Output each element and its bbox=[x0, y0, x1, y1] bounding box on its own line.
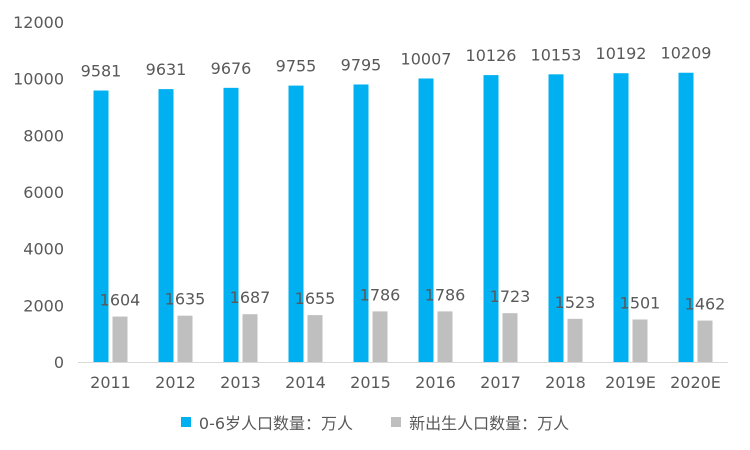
bar-series-2 bbox=[632, 319, 648, 362]
bar-series-1 bbox=[93, 90, 109, 362]
legend-label-series-2: 新出生人口数量：万人 bbox=[409, 414, 570, 433]
data-label-series-2: 1786 bbox=[360, 285, 401, 304]
legend-item-series-2: 新出生人口数量：万人 bbox=[391, 410, 569, 434]
bar-series-2 bbox=[437, 311, 453, 362]
data-label-series-1: 10126 bbox=[466, 46, 517, 65]
y-tick-label: 2000 bbox=[23, 296, 64, 315]
x-tick-label: 2016 bbox=[415, 373, 456, 392]
bar-series-1 bbox=[418, 78, 434, 363]
x-tick-label: 2013 bbox=[220, 373, 261, 392]
x-axis: 2011 2012 2013 2014 2015 2016 2017 2018 2019E 202… bbox=[78, 362, 728, 392]
bar-series-2 bbox=[372, 311, 388, 362]
bar-series-2 bbox=[697, 320, 713, 362]
data-label-series-2: 1604 bbox=[100, 291, 141, 310]
bar-series-2 bbox=[242, 314, 258, 362]
data-label-series-2: 1523 bbox=[555, 293, 596, 312]
y-axis: 0 2000 4000 6000 8000 10000 12000 bbox=[13, 13, 64, 372]
bar-series-1 bbox=[678, 72, 694, 363]
data-label-series-1: 10209 bbox=[661, 44, 712, 63]
y-tick-label: 12000 bbox=[13, 13, 64, 32]
bar-series-2 bbox=[567, 318, 583, 362]
bar-series-2 bbox=[307, 315, 323, 362]
bar-series-1 bbox=[158, 89, 174, 362]
legend: 0-6岁人口数量：万人 新出生人口数量：万人 bbox=[0, 407, 750, 437]
y-tick-label: 8000 bbox=[23, 126, 64, 145]
data-label-series-2: 1786 bbox=[425, 285, 466, 304]
y-tick-label: 4000 bbox=[23, 240, 64, 259]
data-label-series-1: 9676 bbox=[211, 59, 252, 78]
data-label-series-1: 9755 bbox=[276, 57, 317, 76]
x-tick-label: 2012 bbox=[155, 373, 196, 392]
bar-series-1 bbox=[483, 75, 499, 362]
x-tick-label: 2014 bbox=[285, 373, 326, 392]
y-tick-label: 6000 bbox=[23, 183, 64, 202]
bar-series-1 bbox=[613, 73, 629, 362]
data-label-series-2: 1462 bbox=[685, 295, 726, 314]
data-label-series-2: 1723 bbox=[490, 287, 531, 306]
bar-series-1 bbox=[548, 74, 564, 362]
legend-item-series-1: 0-6岁人口数量：万人 bbox=[180, 410, 354, 434]
data-label-series-1: 10192 bbox=[596, 44, 647, 63]
data-label-series-2: 1655 bbox=[295, 289, 336, 308]
data-label-series-1: 9631 bbox=[146, 60, 187, 79]
y-tick-label: 0 bbox=[54, 353, 64, 372]
bar-series-1 bbox=[288, 85, 304, 362]
data-label-series-2: 1635 bbox=[165, 290, 206, 309]
legend-swatch-series-2 bbox=[391, 417, 402, 427]
legend-swatch-series-1 bbox=[180, 417, 191, 427]
bar-series-2 bbox=[112, 316, 128, 362]
x-tick-label: 2019E bbox=[605, 373, 656, 392]
data-label-series-1: 10153 bbox=[531, 45, 582, 64]
x-tick-label: 2015 bbox=[350, 373, 391, 392]
bar-series-2 bbox=[177, 315, 193, 362]
bar-chart: 0 2000 4000 6000 8000 10000 12000 2011 2012 2013… bbox=[13, 13, 728, 392]
data-label-series-2: 1687 bbox=[230, 288, 271, 307]
data-label-series-2: 1501 bbox=[620, 293, 661, 312]
legend-label-series-1: 0-6岁人口数量：万人 bbox=[198, 414, 354, 433]
bar-series-1 bbox=[353, 84, 369, 362]
data-label-series-1: 9581 bbox=[81, 62, 122, 81]
data-labels: 9581 1604 9631 1635 9676 1687 9755 1655 9795 1786… bbox=[81, 44, 726, 314]
x-tick-label: 2020E bbox=[670, 373, 721, 392]
bar-series-1 bbox=[223, 87, 239, 362]
data-label-series-1: 10007 bbox=[401, 49, 452, 68]
bar-series-2 bbox=[502, 313, 518, 362]
bars bbox=[93, 72, 713, 363]
x-tick-label: 2011 bbox=[90, 373, 131, 392]
data-label-series-1: 9795 bbox=[341, 55, 382, 74]
y-tick-label: 10000 bbox=[13, 70, 64, 89]
x-tick-label: 2018 bbox=[545, 373, 586, 392]
x-tick-label: 2017 bbox=[480, 373, 521, 392]
